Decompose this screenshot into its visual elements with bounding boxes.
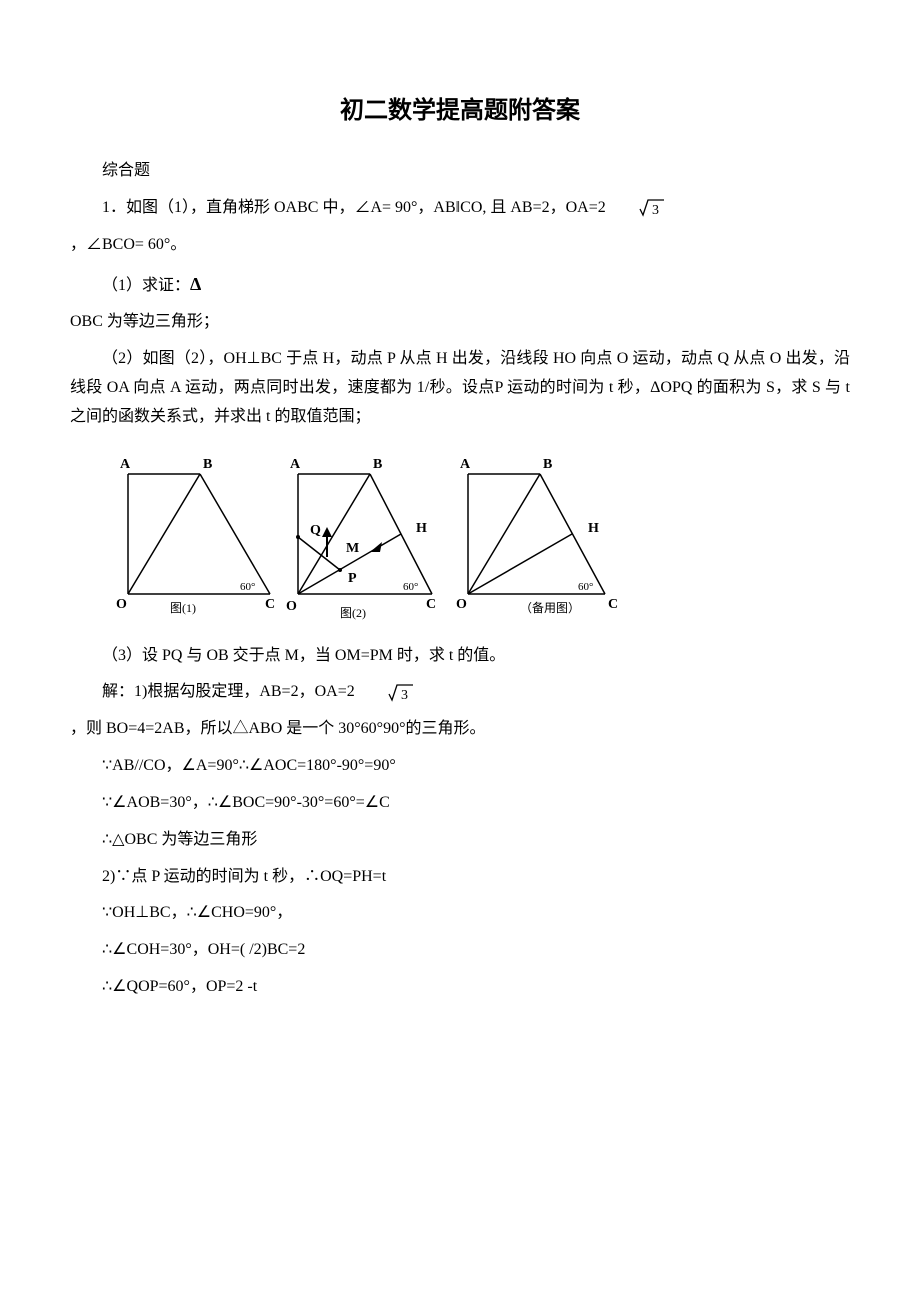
fig1-label-o: O [116, 597, 127, 612]
fig2-label-o: O [286, 599, 297, 614]
delta-icon: Δ [190, 274, 201, 294]
problem-1-part2: （2）如图（2），OH⊥BC 于点 H，动点 P 从点 H 出发，沿线段 HO … [70, 345, 850, 431]
solution-line-4: ∵∠AOB=30°，∴∠BOC=90°-30°=60°=∠C [70, 789, 850, 818]
section-heading: 综合题 [70, 157, 850, 186]
fig2-label-q: Q [310, 523, 321, 538]
fig2-label-m: M [346, 541, 359, 556]
fig2-label-p: P [348, 571, 357, 586]
solution-line-7: ∵OH⊥BC，∴∠CHO=90°， [70, 899, 850, 928]
problem-1-text-a: 1．如图（1），直角梯形 OABC 中，∠A= 90°，AB‖CO, 且 AB=… [102, 199, 606, 216]
fig1-label-b: B [203, 457, 212, 472]
fig2-label-c: C [426, 597, 436, 612]
solution-line-6: 2)∵点 P 运动的时间为 t 秒，∴OQ=PH=t [70, 863, 850, 892]
solution-line-9: ∴∠QOP=60°，OP=2 -t [70, 973, 850, 1002]
fig2-angle: 60° [403, 581, 418, 593]
fig3-label-h: H [588, 521, 599, 536]
fig2-caption: 图(2) [340, 606, 366, 620]
fig2-label-a: A [290, 457, 301, 472]
fig1-label-a: A [120, 457, 131, 472]
figure-2: A B O C Q M H P 图(2) 60° [280, 452, 450, 622]
figures-container: A B O C 图(1) 60° A B O C Q M H P 图(2) 60… [110, 452, 850, 622]
fig3-angle: 60° [578, 581, 593, 593]
problem-1-part1: （1）求证：Δ [70, 268, 850, 301]
figure-3: A B O C H （备用图） 60° [450, 452, 630, 622]
sol-s1: 解：1)根据勾股定理，AB=2，OA=2 [102, 684, 355, 701]
solution-line-8: ∴∠COH=30°，OH=( /2)BC=2 [70, 936, 850, 965]
solution-line-5: ∴△OBC 为等边三角形 [70, 826, 850, 855]
solution-line-2: ，则 BO=4=2AB，所以△ABO 是一个 30°60°90°的三角形。 [70, 715, 850, 744]
problem-1-part1b: OBC 为等边三角形； [70, 308, 850, 337]
fig3-label-c: C [608, 597, 618, 612]
sqrt3-icon: 3 [606, 194, 666, 223]
fig1-label-c: C [265, 597, 275, 612]
fig2-label-b: B [373, 457, 382, 472]
fig1-angle: 60° [240, 581, 255, 593]
solution-line-1: 解：1)根据勾股定理，AB=2，OA=2 3 [70, 678, 850, 707]
svg-text:3: 3 [652, 203, 659, 218]
problem-1-part3: （3）设 PQ 与 OB 交于点 M，当 OM=PM 时，求 t 的值。 [70, 642, 850, 671]
sqrt3-icon: 3 [355, 678, 415, 707]
svg-text:3: 3 [401, 688, 408, 703]
problem-1-line1b: ，∠BCO= 60°。 [70, 231, 850, 260]
fig3-label-o: O [456, 597, 467, 612]
document-title: 初二数学提高题附答案 [70, 90, 850, 133]
part1-text-a: （1）求证： [102, 277, 190, 294]
fig3-caption: （备用图） [520, 601, 580, 615]
fig1-caption: 图(1) [170, 601, 196, 615]
solution-line-3: ∵AB//CO，∠A=90°∴∠AOC=180°-90°=90° [70, 752, 850, 781]
fig3-label-b: B [543, 457, 552, 472]
fig2-label-h: H [416, 521, 427, 536]
figure-1: A B O C 图(1) 60° [110, 452, 280, 622]
fig3-label-a: A [460, 457, 471, 472]
problem-1-line1: 1．如图（1），直角梯形 OABC 中，∠A= 90°，AB‖CO, 且 AB=… [70, 194, 850, 223]
